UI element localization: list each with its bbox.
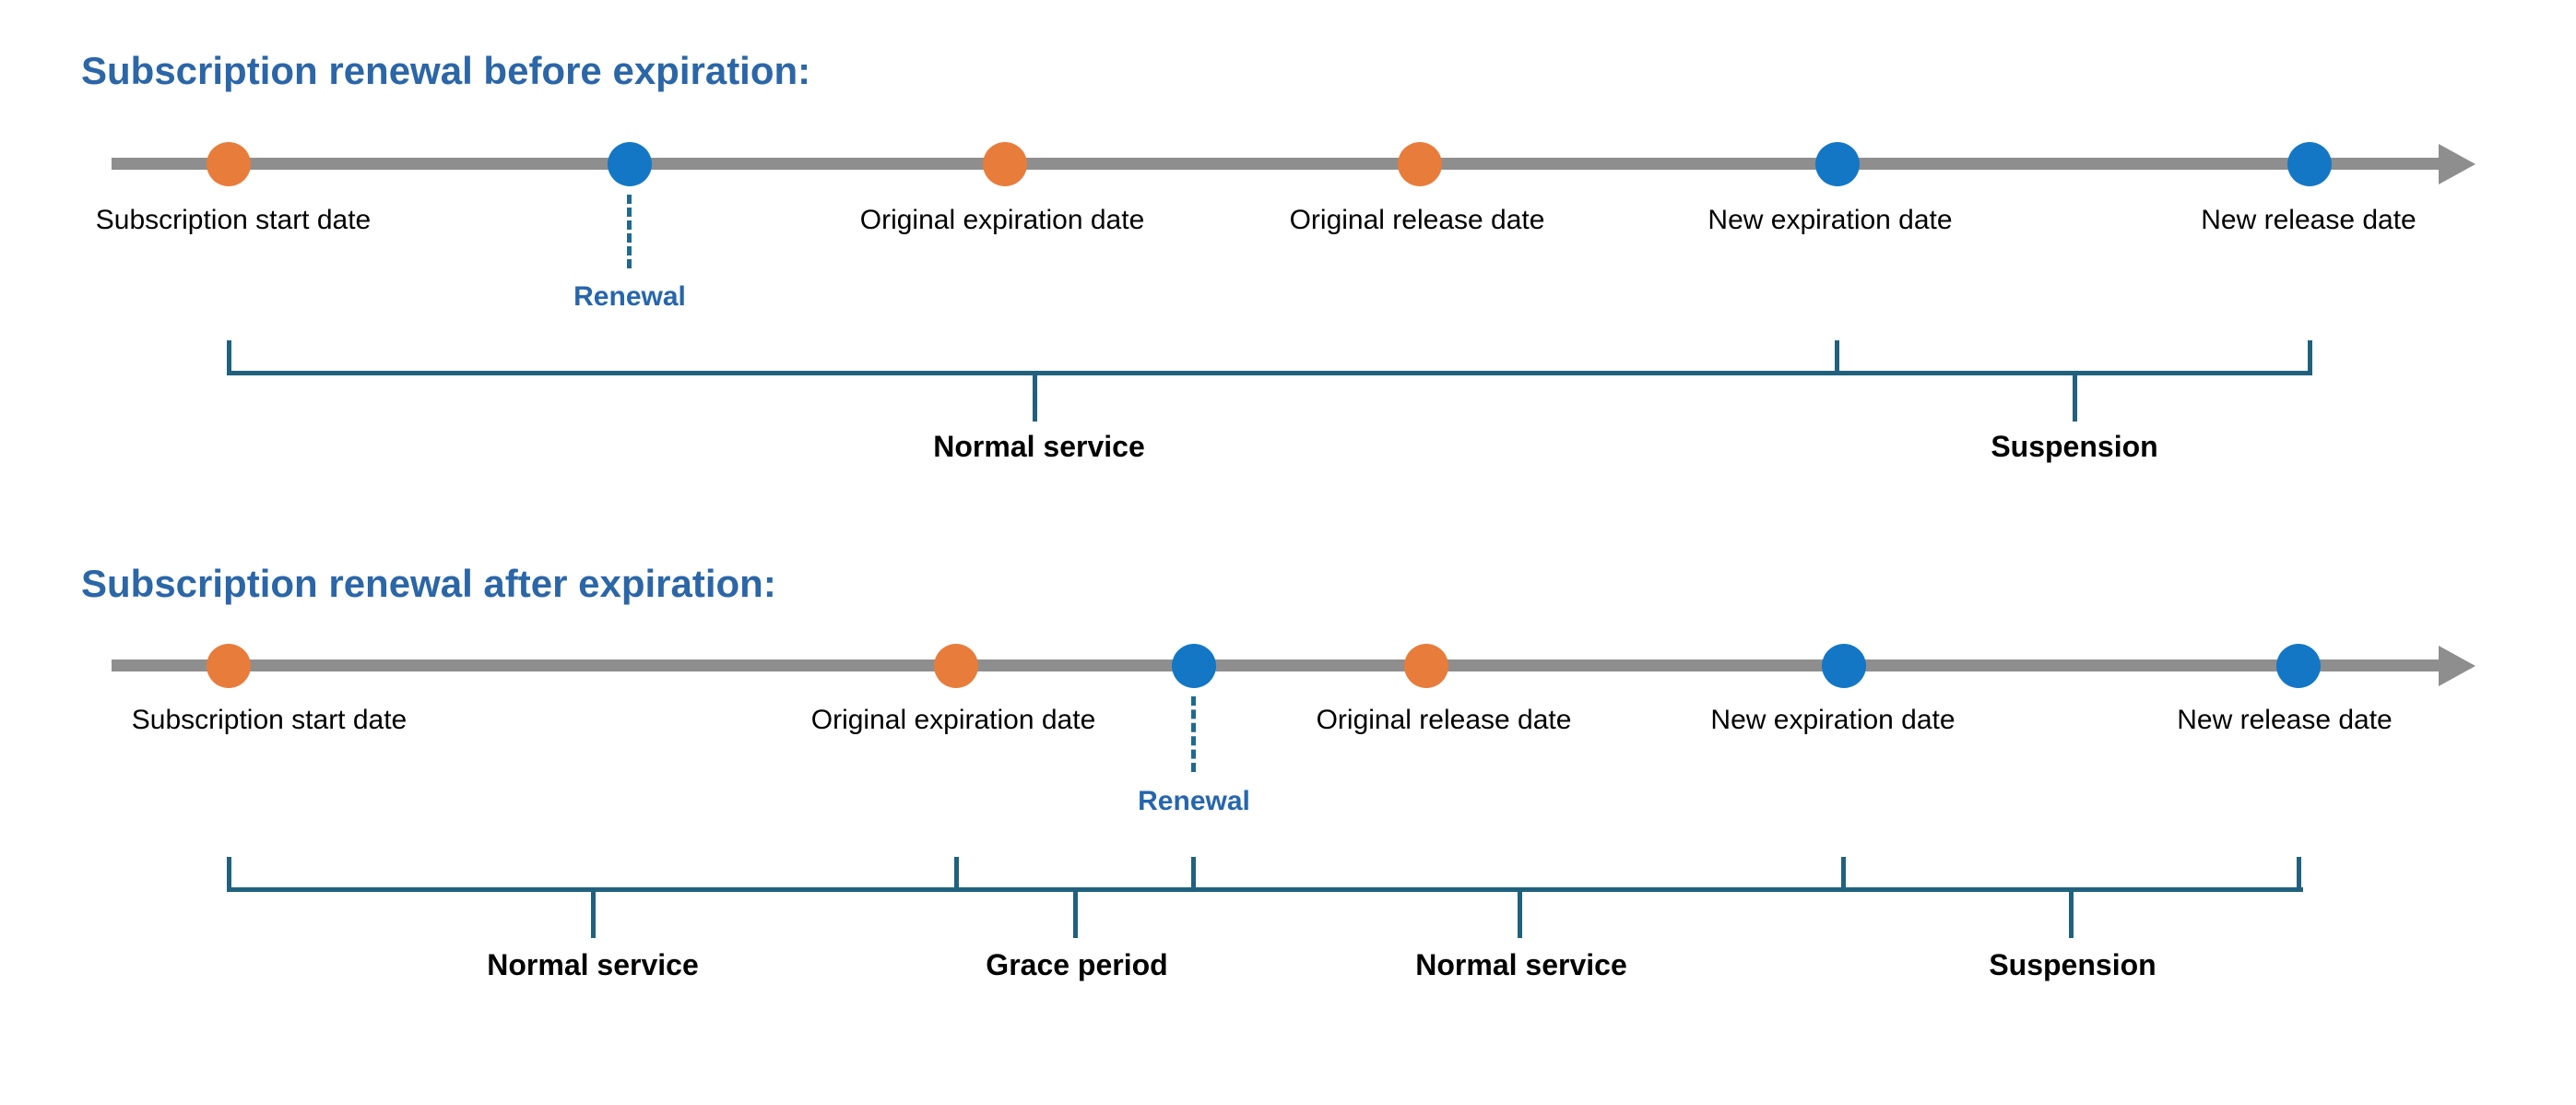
event-dot-original-release bbox=[1398, 142, 1442, 186]
timeline-axis bbox=[112, 158, 2443, 170]
event-label-new-expiration: New expiration date bbox=[1707, 205, 1953, 235]
event-dot-new-expiration bbox=[1815, 142, 1860, 186]
event-label-new-expiration: New expiration date bbox=[1710, 705, 1956, 735]
event-dot-new-expiration bbox=[1822, 644, 1866, 688]
bracket-connector-suspension bbox=[2073, 375, 2077, 422]
event-dot-original-expiration bbox=[983, 142, 1027, 186]
renewal-label: Renewal bbox=[1138, 786, 1250, 816]
bracket-tick-renewal bbox=[1191, 857, 1196, 888]
span-label-normal-service: Normal service bbox=[1415, 948, 1627, 981]
bracket-tick-start bbox=[227, 857, 231, 888]
bracket-tick-new-release bbox=[2297, 857, 2301, 888]
event-dot-new-release bbox=[2287, 142, 2332, 186]
event-label-original-expiration: Original expiration date bbox=[810, 705, 1096, 735]
section-title: Subscription renewal after expiration: bbox=[81, 562, 776, 605]
event-label-subscription-start: Subscription start date bbox=[95, 205, 372, 235]
span-label-suspension: Suspension bbox=[1989, 948, 2157, 981]
section-title: Subscription renewal before expiration: bbox=[81, 49, 811, 92]
event-dot-new-release bbox=[2276, 644, 2321, 688]
bracket-line bbox=[227, 371, 2312, 375]
bracket-tick-new-expiration bbox=[1841, 857, 1846, 888]
event-label-original-release: Original release date bbox=[1316, 705, 1572, 735]
event-label-original-release: Original release date bbox=[1289, 205, 1545, 235]
span-label-grace-period: Grace period bbox=[986, 948, 1168, 981]
span-label-normal-service: Normal service bbox=[487, 948, 699, 981]
bracket-connector-normal-service bbox=[1033, 375, 1037, 422]
event-label-subscription-start: Subscription start date bbox=[131, 705, 408, 735]
span-label-normal-service: Normal service bbox=[933, 430, 1145, 463]
renewal-label: Renewal bbox=[573, 281, 686, 312]
bracket-connector-normal-service-2 bbox=[1518, 892, 1522, 938]
arrowhead-icon bbox=[2439, 144, 2476, 184]
event-dot-renewal bbox=[1172, 644, 1216, 688]
timeline-axis bbox=[112, 659, 2443, 671]
event-dot-original-expiration bbox=[934, 644, 978, 688]
bracket-connector-grace-period bbox=[1073, 892, 1078, 938]
event-label-new-release: New release date bbox=[2201, 205, 2416, 235]
bracket-tick-new-release bbox=[2308, 340, 2312, 372]
span-label-suspension: Suspension bbox=[1991, 430, 2158, 463]
bracket-tick-new-expiration bbox=[1835, 340, 1839, 372]
event-label-new-release: New release date bbox=[2177, 705, 2393, 735]
event-dot-original-release bbox=[1404, 644, 1448, 688]
bracket-connector-normal-service-1 bbox=[591, 892, 596, 938]
bracket-tick-original-expiration bbox=[954, 857, 959, 888]
bracket-connector-suspension bbox=[2069, 892, 2074, 938]
renewal-dashed-line bbox=[1191, 696, 1196, 772]
event-dot-subscription-start bbox=[207, 142, 251, 186]
bracket-line bbox=[227, 887, 2303, 892]
event-dot-renewal bbox=[608, 142, 652, 186]
event-label-original-expiration: Original expiration date bbox=[859, 205, 1145, 235]
event-dot-subscription-start bbox=[207, 644, 251, 688]
bracket-tick-start bbox=[227, 340, 231, 372]
arrowhead-icon bbox=[2439, 646, 2476, 686]
renewal-dashed-line bbox=[627, 195, 632, 268]
